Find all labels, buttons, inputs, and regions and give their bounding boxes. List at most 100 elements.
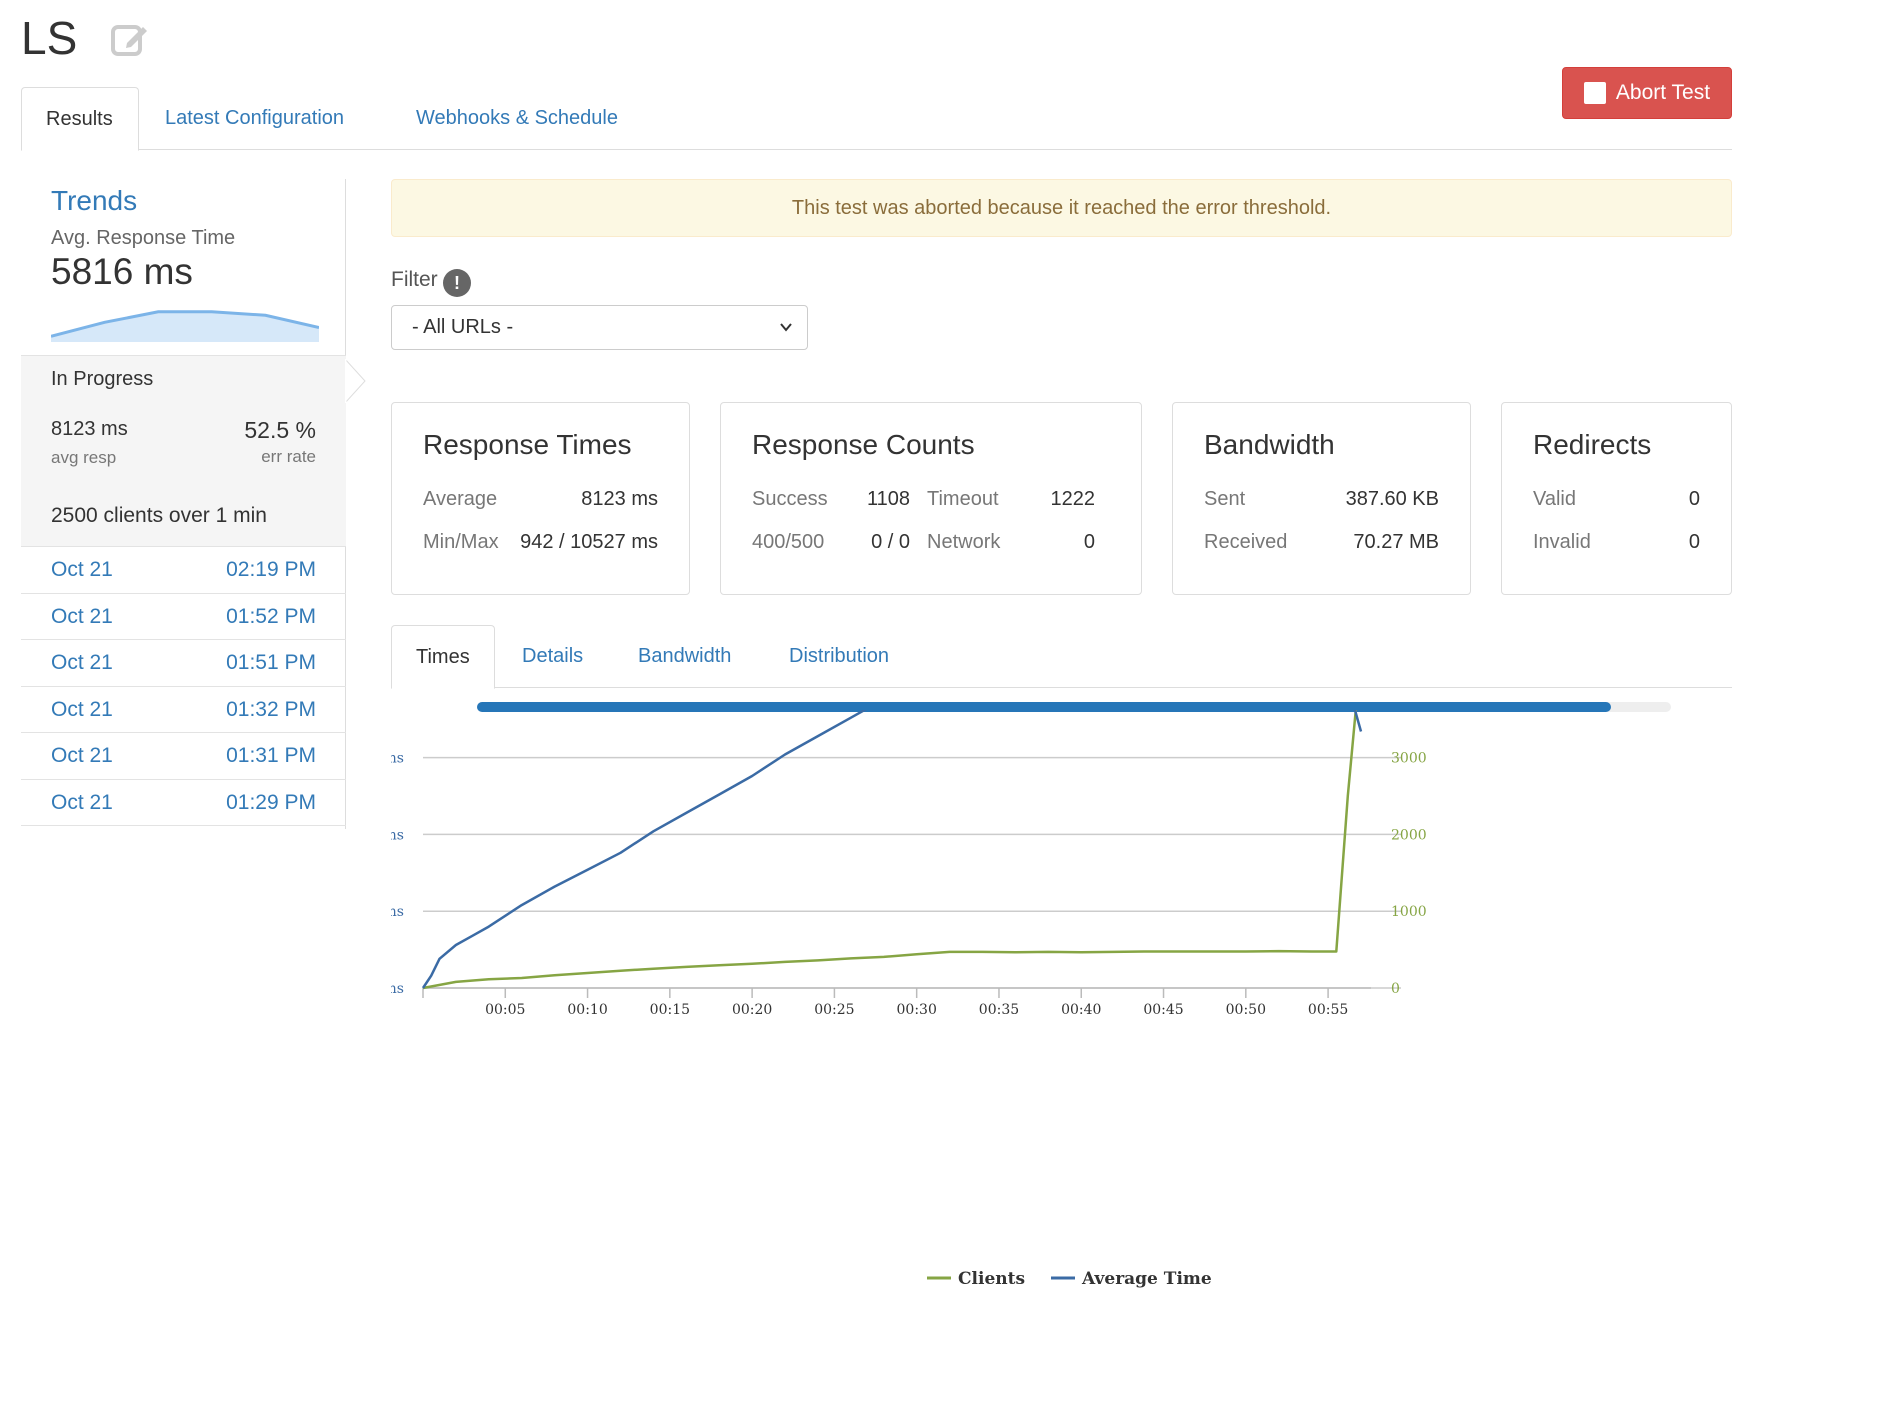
page-title: LS: [21, 12, 78, 64]
x-tick-label: 00:55: [1308, 1002, 1348, 1018]
info-icon[interactable]: !: [443, 269, 471, 297]
average-time-series-line: [421, 710, 1363, 989]
stop-icon: [1583, 82, 1606, 104]
chart-tabs: Times Details Bandwidth Distribution: [391, 625, 1732, 689]
tab-details[interactable]: Details: [522, 645, 584, 667]
y-left-tick-label: 0 ms: [391, 981, 404, 997]
card-title: Bandwidth: [1204, 429, 1335, 460]
response-counts-card: Response Counts Success 1108 Timeout 122…: [720, 402, 1142, 595]
network-value: 0: [1083, 531, 1095, 553]
test-progress-fill: [477, 702, 1612, 712]
bandwidth-card: Bandwidth Sent 387.60 KB Received 70.27 …: [1172, 402, 1471, 595]
invalid-value: 0: [1688, 531, 1700, 553]
chevron-down-icon: [780, 323, 792, 332]
response-times-card: Response Times Average 8123 ms Min/Max 9…: [391, 402, 690, 595]
edit-icon[interactable]: [110, 18, 150, 58]
history-date: Oct 21: [51, 558, 113, 581]
x-tick-label: 00:10: [567, 1002, 607, 1018]
history-date: Oct 21: [51, 651, 113, 674]
received-value: 70.27 MB: [1353, 531, 1439, 553]
in-progress-err-rate-value: 52.5 %: [244, 417, 316, 443]
network-label: Network: [927, 531, 1001, 553]
history-time: 01:32 PM: [226, 697, 316, 721]
timeout-value: 1222: [1050, 488, 1096, 510]
clients-series-line: [422, 710, 1358, 990]
x-tick-label: 00:20: [732, 1002, 772, 1018]
history-time: 01:29 PM: [226, 790, 316, 814]
in-progress-title: In Progress: [51, 368, 154, 390]
history-time: 01:52 PM: [226, 604, 316, 628]
sparkline-line: [51, 310, 319, 338]
in-progress-err-rate-label: err rate: [261, 447, 316, 466]
history-time: 01:31 PM: [226, 744, 316, 767]
times-chart: 0 ms2500 ms5000 ms7500 ms10000 ms12500 m…: [391, 710, 1427, 1289]
http-errors-value: 0 / 0: [871, 531, 910, 553]
in-progress-clients-text: 2500 clients over 1 min: [51, 504, 267, 527]
http-errors-label: 400/500: [752, 531, 825, 553]
average-label: Average: [423, 488, 498, 510]
sparkline-area: [51, 311, 319, 342]
history-date: Oct 21: [51, 744, 113, 767]
in-progress-panel[interactable]: In Progress 8123 ms avg resp 52.5 % err …: [21, 355, 346, 547]
card-title: Redirects: [1533, 429, 1652, 460]
y-right-tick-label: 3000: [1391, 751, 1427, 767]
y-right-tick-label: 1000: [1391, 904, 1427, 920]
x-tick-label: 00:35: [979, 1002, 1019, 1018]
in-progress-avg-resp-value: 8123 ms: [51, 418, 128, 440]
history-item[interactable]: Oct 21 01:52 PM: [21, 594, 346, 640]
success-value: 1108: [866, 488, 910, 510]
x-tick-label: 00:25: [814, 1002, 854, 1018]
x-tick-label: 00:50: [1226, 1002, 1266, 1018]
y-left-tick-label: 7500 ms: [391, 751, 404, 767]
x-tick-label: 00:15: [650, 1002, 690, 1018]
invalid-label: Invalid: [1533, 531, 1591, 553]
top-tabs: Results Latest Configuration Webhooks & …: [21, 87, 1732, 151]
minmax-value: 942 / 10527 ms: [520, 531, 658, 553]
filter-label: Filter: [391, 268, 438, 291]
history-item[interactable]: Oct 21 01:51 PM: [21, 640, 346, 687]
in-progress-avg-resp-label: avg resp: [51, 448, 117, 467]
valid-label: Valid: [1533, 488, 1576, 510]
history-list: Oct 21 02:19 PM Oct 21 01:52 PM Oct 21 01:5…: [21, 547, 346, 826]
card-title: Response Counts: [752, 429, 975, 460]
history-date: Oct 21: [51, 790, 113, 814]
legend-clients-label[interactable]: Clients: [958, 1269, 1025, 1289]
received-label: Received: [1204, 531, 1288, 553]
tab-webhooks-schedule[interactable]: Webhooks & Schedule: [416, 107, 618, 129]
x-tick-label: 00:05: [485, 1002, 525, 1018]
tab-times[interactable]: Times: [391, 625, 495, 689]
valid-value: 0: [1688, 488, 1700, 510]
history-item[interactable]: Oct 21 01:29 PM: [21, 780, 346, 826]
selected-arrow-icon: [345, 359, 366, 403]
abort-test-button[interactable]: Abort Test: [1562, 67, 1732, 119]
history-item[interactable]: Oct 21 02:19 PM: [21, 547, 346, 594]
card-title: Response Times: [423, 429, 632, 460]
trends-title[interactable]: Trends: [51, 185, 138, 216]
abort-alert: This test was aborted because it reached…: [391, 179, 1732, 237]
url-filter-selected: - All URLs -: [412, 316, 514, 338]
history-item[interactable]: Oct 21 01:32 PM: [21, 687, 346, 733]
url-filter-select[interactable]: - All URLs -: [391, 305, 808, 350]
tab-latest-configuration[interactable]: Latest Configuration: [165, 107, 345, 129]
abort-test-label: Abort Test: [1615, 81, 1711, 104]
sidebar: Trends Avg. Response Time 5816 ms In Pro…: [21, 179, 366, 829]
x-tick-label: 00:40: [1061, 1002, 1101, 1018]
sent-value: 387.60 KB: [1345, 488, 1439, 510]
history-date: Oct 21: [51, 604, 113, 628]
y-right-tick-label: 2000: [1391, 827, 1427, 843]
trend-sparkline: [51, 310, 319, 342]
tab-results[interactable]: Results: [21, 87, 139, 151]
history-time: 01:51 PM: [226, 651, 316, 674]
tab-bandwidth[interactable]: Bandwidth: [638, 645, 732, 667]
legend-average-time-label[interactable]: Average Time: [1081, 1269, 1212, 1289]
tab-distribution[interactable]: Distribution: [789, 645, 890, 667]
history-time: 02:19 PM: [226, 558, 316, 581]
history-item[interactable]: Oct 21 01:31 PM: [21, 733, 346, 780]
test-progress-bar: [477, 702, 1671, 712]
history-date: Oct 21: [51, 697, 113, 721]
redirects-card: Redirects Valid 0 Invalid 0: [1501, 402, 1732, 595]
y-left-tick-label: 2500 ms: [391, 904, 404, 920]
sent-label: Sent: [1204, 488, 1246, 510]
success-label: Success: [752, 488, 828, 510]
